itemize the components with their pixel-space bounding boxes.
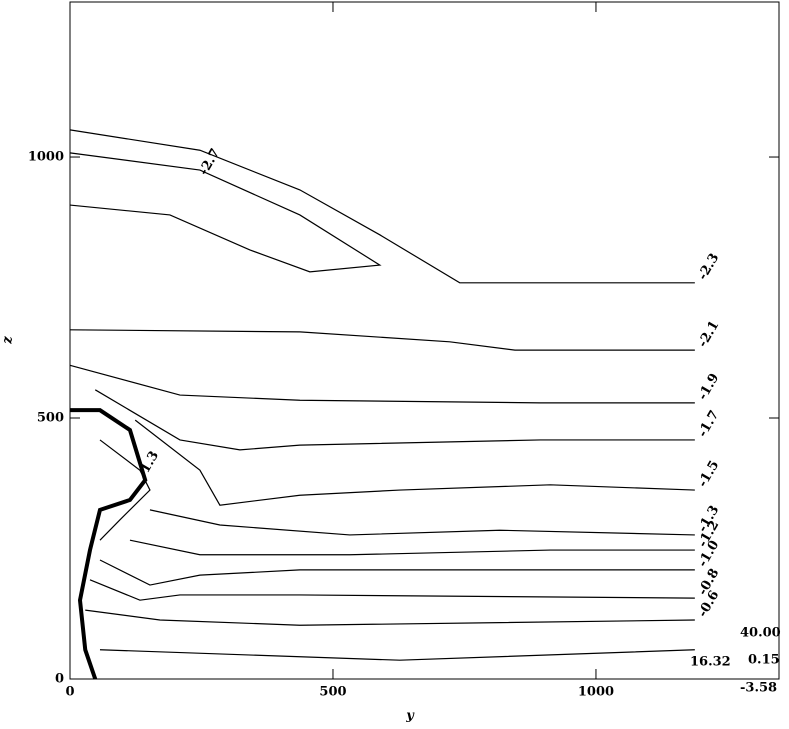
y-tick-label: 1000 (28, 150, 64, 165)
x-tick-label: 1000 (578, 685, 614, 700)
annotation: 16.32 (690, 655, 731, 670)
contour-line (99, 439, 151, 541)
contour-line (69, 329, 695, 351)
contour-line (149, 509, 695, 536)
annotation: 0.15 (748, 653, 780, 668)
y-tick-label: 0 (55, 672, 64, 687)
x-tick-label: 0 (65, 685, 74, 700)
contour-line (134, 419, 695, 506)
x-axis-label: y (405, 709, 415, 724)
contour-line (99, 649, 695, 661)
y-axis-label: z (1, 336, 16, 345)
contour-line (69, 152, 382, 273)
y-tick-label: 500 (37, 411, 64, 426)
contour-label: -1.7 (695, 408, 722, 440)
x-tick-label: 500 (319, 685, 346, 700)
contour-label: -1.9 (695, 371, 722, 403)
contour-line (129, 539, 695, 556)
plot-frame (69, 1, 780, 680)
contour-label: -1.5 (695, 458, 722, 490)
contour-line (70, 408, 148, 680)
contour-line (69, 129, 695, 284)
contour-label: -2.1 (695, 318, 722, 350)
contour-line (94, 389, 695, 451)
annotation: 40.00 (740, 626, 781, 641)
contour-line (89, 579, 695, 601)
contour-label: -2.3 (695, 251, 722, 283)
contour-line (69, 364, 695, 404)
contour-line (99, 559, 695, 586)
annotation: -3.58 (740, 681, 777, 696)
contour-line (85, 609, 695, 626)
